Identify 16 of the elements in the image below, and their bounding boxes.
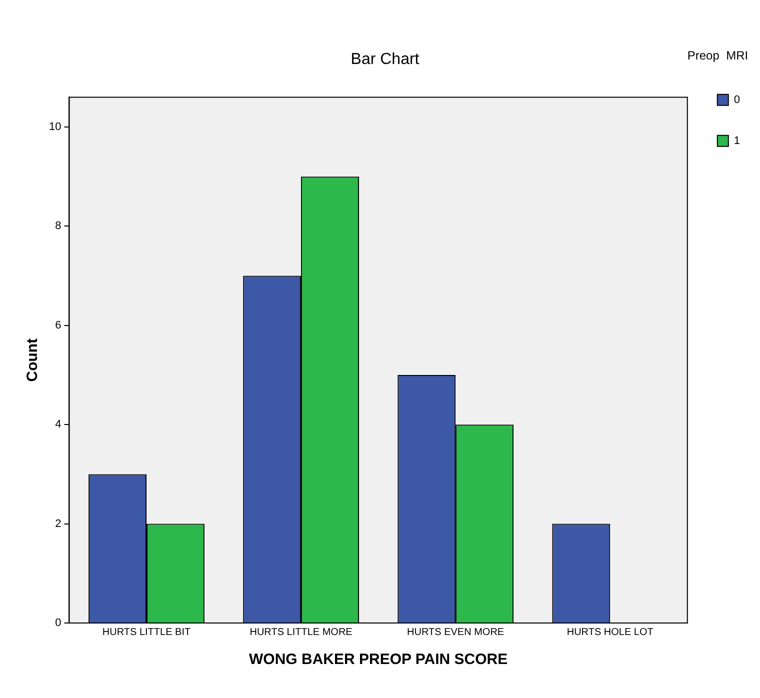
legend-label: 1 (734, 134, 740, 147)
chart-title: Bar Chart (350, 51, 420, 68)
y-tick-label: 2 (55, 518, 62, 530)
y-tick-label: 0 (55, 617, 62, 630)
legend-label: 0 (734, 94, 740, 106)
y-tick-label: 8 (55, 220, 62, 232)
legend-title: Preop MRI (687, 48, 748, 62)
x-tick-label: HURTS HOLE LOT (566, 626, 654, 638)
x-tick-label: HURTS LITTLE MORE (250, 626, 353, 638)
y-tick-label: 10 (48, 120, 62, 133)
y-tick-label: 4 (55, 418, 62, 431)
x-tick-label: HURTS EVEN MORE (407, 626, 504, 638)
x-tick-label: HURTS LITTLE BIT (102, 626, 191, 638)
x-axis-title: WONG BAKER PREOP PAIN SCORE (248, 651, 508, 668)
y-tick-label: 6 (55, 319, 62, 332)
y-axis-title: Count (24, 338, 42, 382)
